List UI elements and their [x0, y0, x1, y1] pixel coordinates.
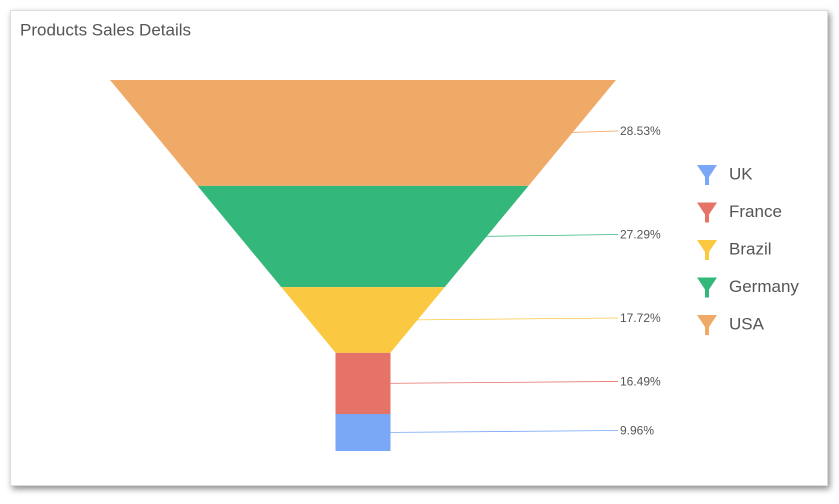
funnel-segment	[197, 185, 529, 288]
label-connector	[375, 381, 619, 384]
funnel-segment	[110, 80, 616, 186]
data-label: 27.29%	[620, 228, 661, 242]
funnel-segment	[335, 352, 391, 415]
legend-icon	[697, 240, 717, 260]
label-connector	[471, 234, 619, 237]
legend-label: UK	[729, 164, 753, 183]
legend-label: Germany	[729, 277, 799, 296]
legend-label: USA	[729, 314, 765, 333]
data-label: 16.49%	[620, 375, 661, 389]
data-label: 17.72%	[620, 311, 661, 325]
legend-label: France	[729, 202, 782, 221]
funnel-segment	[335, 414, 391, 451]
data-label: 9.96%	[620, 424, 654, 438]
label-connector	[557, 130, 619, 134]
legend-label: Brazil	[729, 239, 772, 258]
data-label: 28.53%	[620, 124, 661, 138]
legend-icon	[697, 202, 717, 223]
legend-icon	[697, 315, 717, 335]
label-connector	[375, 430, 619, 433]
funnel-segment	[281, 287, 445, 353]
legend-icon	[697, 165, 717, 185]
legend-icon	[697, 277, 717, 298]
label-connector	[402, 317, 619, 321]
chart-title: Products Sales Details	[20, 20, 191, 39]
